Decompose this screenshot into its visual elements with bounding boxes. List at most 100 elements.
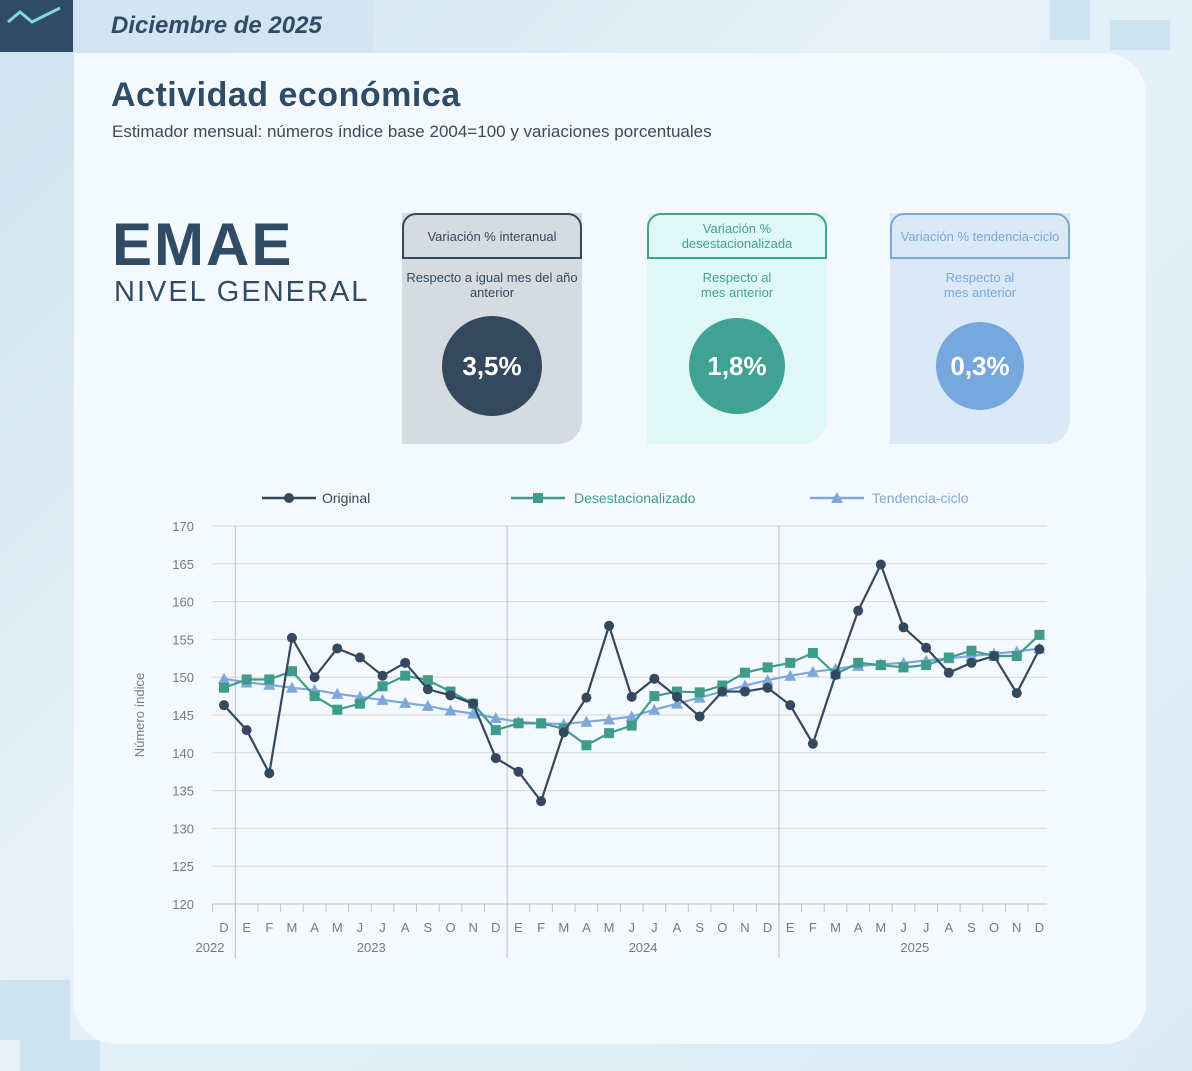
data-point-original: [309, 672, 320, 683]
y-tick-label: 125: [172, 859, 194, 874]
x-tick-label: S: [695, 920, 704, 935]
data-point-tendencia-ciclo: [444, 704, 457, 716]
data-point-original: [332, 643, 343, 654]
series-line-original: [223, 561, 1041, 804]
data-point-original: [513, 766, 524, 777]
x-tick-label: D: [491, 920, 500, 935]
data-point-tendencia-ciclo: [467, 707, 480, 719]
data-point-desestacionalizado: [422, 675, 433, 686]
y-tick-label: 155: [172, 632, 194, 647]
kpi-card-interanual: Variación % interanual Respecto a igual …: [402, 213, 582, 444]
data-point-original: [1034, 644, 1045, 655]
x-tick-label: M: [830, 920, 841, 935]
data-point-desestacionalizado: [1011, 651, 1022, 662]
x-tick-label: A: [854, 920, 863, 935]
x-tick-label: N: [740, 920, 749, 935]
x-tick-label: E: [514, 920, 523, 935]
data-point-desestacionalizado: [717, 680, 728, 691]
data-point-original: [649, 673, 660, 684]
data-point-desestacionalizado: [739, 667, 750, 678]
data-point-desestacionalizado: [513, 718, 524, 729]
x-tick-label: A: [944, 920, 953, 935]
year-label: 2022: [196, 940, 225, 955]
data-point-original: [1011, 688, 1022, 699]
page-title: Actividad económica: [111, 76, 461, 114]
x-tick-label: F: [809, 920, 817, 935]
kpi-title: Variación % tendencia-ciclo: [890, 213, 1070, 259]
year-label: 2023: [357, 940, 386, 955]
data-point-desestacionalizado: [649, 691, 660, 702]
data-point-desestacionalizado: [490, 725, 501, 736]
x-tick-label: A: [582, 920, 591, 935]
data-point-tendencia-ciclo: [625, 710, 638, 722]
y-tick-label: 135: [172, 784, 194, 799]
data-point-desestacionalizado: [286, 666, 297, 677]
decorative-pixel: [20, 1040, 100, 1071]
data-point-original: [445, 690, 456, 701]
data-point-desestacionalizado: [377, 681, 388, 692]
x-tick-label: M: [287, 920, 298, 935]
x-tick-label: A: [310, 920, 319, 935]
data-point-desestacionalizado: [785, 657, 796, 668]
legend-marker: [831, 492, 843, 503]
data-point-tendencia-ciclo: [421, 699, 434, 711]
data-point-desestacionalizado: [219, 682, 229, 693]
data-point-original: [966, 657, 977, 668]
data-point-desestacionalizado: [966, 645, 977, 656]
data-point-tendencia-ciclo: [671, 697, 683, 709]
data-point-original: [921, 642, 932, 653]
data-point-tendencia-ciclo: [806, 665, 819, 677]
data-point-original: [898, 622, 909, 633]
data-point-original: [219, 700, 229, 711]
data-point-desestacionalizado: [604, 728, 615, 739]
x-tick-label: E: [786, 920, 795, 935]
data-point-desestacionalizado: [875, 660, 886, 671]
data-point-original: [558, 727, 569, 738]
data-point-original: [354, 652, 365, 663]
kpi-value: 3,5%: [442, 316, 542, 416]
data-point-desestacionalizado: [898, 662, 909, 673]
trend-line-logo-icon: [7, 6, 61, 24]
data-point-desestacionalizado: [354, 698, 365, 709]
data-point-desestacionalizado: [536, 718, 547, 729]
legend-marker: [533, 493, 543, 503]
logo-corner: [0, 0, 73, 52]
data-point-desestacionalizado: [943, 652, 954, 663]
data-point-tendencia-ciclo: [218, 672, 230, 684]
data-point-original: [468, 698, 479, 709]
x-tick-label: M: [558, 920, 569, 935]
legend-label: Tendencia-ciclo: [872, 490, 969, 506]
y-tick-label: 120: [172, 897, 194, 912]
data-point-desestacionalizado: [694, 687, 705, 698]
data-point-desestacionalizado: [400, 670, 411, 681]
kpi-value: 1,8%: [689, 318, 785, 414]
x-tick-label: A: [401, 920, 410, 935]
data-point-original: [785, 700, 796, 711]
data-point-original: [377, 670, 388, 681]
x-tick-label: J: [651, 920, 658, 935]
data-point-original: [264, 768, 275, 779]
decorative-pixel: [1110, 20, 1170, 50]
data-point-original: [672, 691, 682, 702]
data-point-desestacionalizado: [672, 686, 682, 697]
data-point-original: [762, 682, 773, 693]
data-point-tendencia-ciclo: [648, 703, 661, 715]
data-point-original: [581, 692, 592, 703]
x-tick-label: O: [717, 920, 727, 935]
data-point-desestacionalizado: [807, 648, 818, 659]
x-tick-label: F: [265, 920, 273, 935]
data-point-tendencia-ciclo: [399, 696, 412, 708]
x-tick-label: N: [468, 920, 477, 935]
x-tick-label: M: [332, 920, 343, 935]
y-tick-label: 130: [172, 821, 194, 836]
page-subtitle: Estimador mensual: números índice base 2…: [112, 122, 712, 141]
x-tick-label: A: [673, 920, 682, 935]
year-label: 2025: [900, 940, 929, 955]
data-point-original: [694, 711, 705, 722]
data-point-tendencia-ciclo: [489, 712, 502, 724]
data-point-tendencia-ciclo: [603, 713, 616, 725]
data-point-original: [830, 669, 841, 680]
data-point-original: [853, 605, 864, 616]
emae-level: NIVEL GENERAL: [114, 276, 370, 308]
